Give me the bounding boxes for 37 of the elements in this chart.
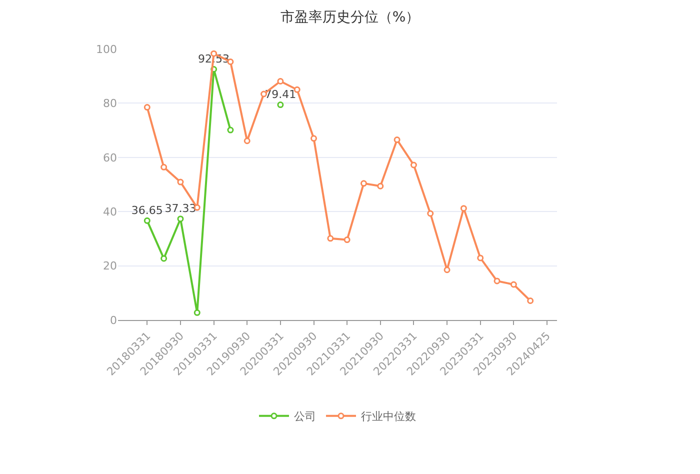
y-tick-label: 40: [103, 205, 117, 218]
chart-title: 市盈率历史分位（%）: [280, 10, 420, 26]
point: [527, 298, 534, 304]
point: [427, 210, 434, 217]
point: [394, 136, 400, 144]
point: [310, 135, 318, 142]
y-tick-label: 60: [103, 151, 117, 164]
point: [327, 235, 334, 242]
data-label: 37.33: [164, 202, 196, 215]
point: [244, 138, 250, 144]
point: [227, 126, 234, 134]
point: [377, 182, 384, 190]
point: [177, 216, 184, 222]
point: [277, 78, 284, 84]
point: [360, 180, 367, 187]
y-tick-label: 20: [103, 260, 117, 273]
data-label: 79.41: [264, 88, 296, 101]
point: [344, 236, 350, 244]
point: [444, 266, 450, 274]
point: [194, 309, 200, 316]
data-label: 36.65: [131, 204, 163, 217]
point: [144, 104, 150, 111]
legend-label: 行业中位数: [361, 410, 416, 424]
point: [160, 164, 168, 170]
y-tick-label: 100: [96, 42, 117, 56]
point: [177, 178, 184, 186]
point: [277, 102, 284, 108]
point: [144, 217, 150, 224]
y-tick-label: 0: [110, 314, 117, 327]
point: [494, 278, 500, 284]
point: [160, 255, 168, 262]
point: [460, 205, 467, 212]
point: [477, 254, 484, 262]
point: [410, 162, 417, 168]
point: [510, 281, 517, 288]
legend-label: 公司: [294, 410, 316, 424]
y-tick-label: 80: [103, 97, 117, 110]
